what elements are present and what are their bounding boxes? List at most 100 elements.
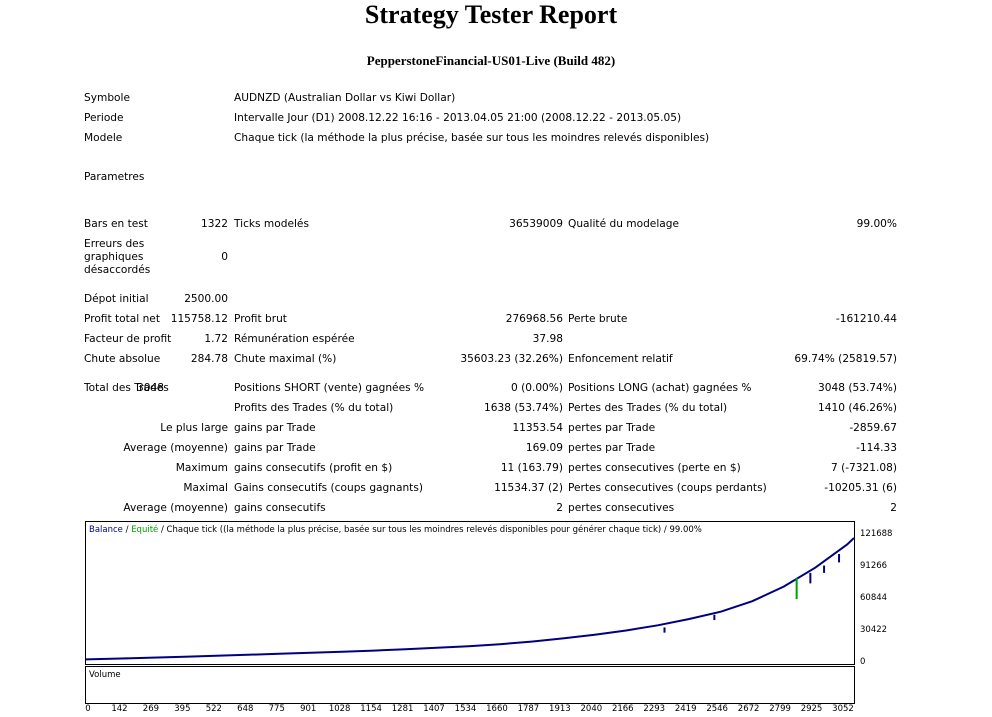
profit-trades-value: 1638 (53.74%): [484, 402, 563, 414]
errors-value: 0: [221, 251, 228, 263]
x-tick-label: 1154: [360, 704, 382, 714]
abs-drawdown-value: 284.78: [190, 353, 228, 365]
x-tick-label: 901: [300, 704, 317, 714]
payoff-value: 37.98: [532, 333, 563, 345]
x-tick-label: 1913: [549, 704, 571, 714]
x-tick-label: 2799: [769, 704, 791, 714]
largest-win-label: gains par Trade: [234, 422, 316, 434]
max-consec-losses-label: pertes consecutives (perte en $): [568, 462, 741, 474]
volume-panel: Volume: [85, 666, 855, 704]
legend-model: / Chaque tick ((la méthode la plus préci…: [158, 525, 702, 535]
max-consec-wins-value: 11 (163.79): [500, 462, 563, 474]
largest-win-value: 11353.54: [512, 422, 563, 434]
largest-loss-label: pertes par Trade: [568, 422, 656, 434]
deposit-label: Dépot initial: [84, 293, 149, 305]
volume-label: Volume: [89, 670, 121, 680]
maximal-consec-losses-label: Pertes consecutives (coups perdants): [568, 482, 767, 494]
net-profit-value: 115758.12: [170, 313, 228, 325]
avg-consec-losses-value: 2: [890, 502, 897, 514]
avg-win-value: 169.09: [525, 442, 563, 454]
errors-label-2: graphiques: [84, 251, 144, 263]
x-tick-label: 522: [205, 704, 222, 714]
loss-trades-value: 1410 (46.26%): [818, 402, 897, 414]
rel-drawdown-value: 69.74% (25819.57): [794, 353, 897, 365]
x-tick-label: 775: [268, 704, 285, 714]
short-label: Positions SHORT (vente) gagnées %: [234, 382, 425, 394]
max-consec-losses-value: 7 (-7321.08): [830, 462, 897, 474]
x-tick-label: 142: [111, 704, 128, 714]
profit-trades-label: Profits des Trades (% du total): [234, 402, 394, 414]
x-tick-label: 2293: [643, 704, 666, 714]
average-label: Average (moyenne): [123, 442, 228, 454]
x-tick-label: 2672: [737, 704, 760, 714]
x-tick-label: 2040: [580, 704, 603, 714]
maximal-consec-losses-value: -10205.31 (6): [824, 482, 897, 494]
server-build: PepperstoneFinancial-US01-Live (Build 48…: [366, 53, 616, 68]
x-tick-label: 648: [237, 704, 254, 714]
model-value: Chaque tick (la méthode la plus précise,…: [234, 132, 710, 144]
avg-consec-wins-label: gains consecutifs: [234, 502, 326, 514]
y-tick-label: 30422: [860, 625, 888, 636]
max-drawdown-value: 35603.23 (32.26%): [460, 353, 563, 365]
deposit-value: 2500.00: [184, 293, 228, 305]
x-tick-label: 2546: [706, 704, 728, 714]
largest-loss-value: -2859.67: [849, 422, 897, 434]
maximal-consec-wins-value: 11534.37 (2): [494, 482, 563, 494]
avg-win-label: gains par Trade: [234, 442, 316, 454]
x-tick-label: 2925: [800, 704, 823, 714]
x-tick-label: 1534: [454, 704, 477, 714]
x-tick-label: 2419: [674, 704, 697, 714]
gross-loss-label: Perte brute: [568, 313, 628, 325]
x-tick-label: 3052: [832, 704, 854, 714]
legend-equity: Equité: [131, 525, 159, 535]
total-trades-value: 3048: [137, 382, 164, 394]
max-consec-wins-label: gains consecutifs (profit en $): [234, 462, 393, 474]
maximum-label: Maximum: [175, 462, 228, 474]
bars-value: 1322: [201, 218, 228, 230]
x-tick-label: 1281: [391, 704, 414, 714]
net-profit-label: Profit total net: [84, 313, 160, 325]
gross-loss-value: -161210.44: [835, 313, 897, 325]
period-label: Periode: [84, 112, 124, 124]
gross-profit-value: 276968.56: [505, 313, 563, 325]
report-title: Strategy Tester Report: [364, 0, 618, 29]
errors-label-1: Erreurs des: [84, 238, 145, 250]
symbol-value: AUDNZD (Australian Dollar vs Kiwi Dollar…: [234, 92, 456, 104]
x-tick-label: 269: [142, 704, 160, 714]
model-label: Modele: [84, 132, 123, 144]
avg-consec-wins-value: 2: [556, 502, 563, 514]
x-tick-label: 1028: [328, 704, 351, 714]
maximal-label: Maximal: [183, 482, 228, 494]
symbol-label: Symbole: [84, 92, 130, 104]
x-tick-label: 0: [85, 704, 91, 714]
errors-label-3: désaccordés: [84, 264, 151, 276]
payoff-label: Rémunération espérée: [234, 333, 355, 345]
params-label: Parametres: [84, 171, 145, 183]
largest-label: Le plus large: [160, 422, 228, 434]
long-label: Positions LONG (achat) gagnées %: [568, 382, 752, 394]
x-tick-label: 1787: [517, 704, 540, 714]
average2-label: Average (moyenne): [123, 502, 228, 514]
rel-drawdown-label: Enfoncement relatif: [568, 353, 673, 365]
y-tick-label: 121688: [860, 529, 893, 540]
gross-profit-label: Profit brut: [234, 313, 287, 325]
balance-curve-svg: [86, 537, 854, 661]
profit-factor-label: Facteur de profit: [84, 333, 172, 345]
ticks-value: 36539009: [509, 218, 563, 230]
total-trades-label: Total des Trades: [84, 382, 169, 394]
x-tick-label: 1660: [486, 704, 508, 714]
x-tick-label: 1407: [423, 704, 445, 714]
avg-consec-losses-label: pertes consecutives: [568, 502, 675, 514]
bars-label: Bars en test: [84, 218, 148, 230]
chart-legend: Balance / Equité / Chaque tick ((la méth…: [89, 525, 702, 535]
x-tick-label: 395: [174, 704, 191, 714]
loss-trades-label: Pertes des Trades (% du total): [568, 402, 728, 414]
short-value: 0 (0.00%): [510, 382, 563, 394]
balance-line: [86, 537, 854, 661]
balance-chart: Balance / Equité / Chaque tick ((la méth…: [85, 521, 855, 665]
quality-label: Qualité du modelage: [568, 218, 679, 230]
maximal-consec-wins-label: Gains consecutifs (coups gagnants): [234, 482, 423, 494]
legend-sep: /: [122, 525, 132, 535]
long-value: 3048 (53.74%): [818, 382, 897, 394]
x-tick-label: 2166: [611, 704, 634, 714]
